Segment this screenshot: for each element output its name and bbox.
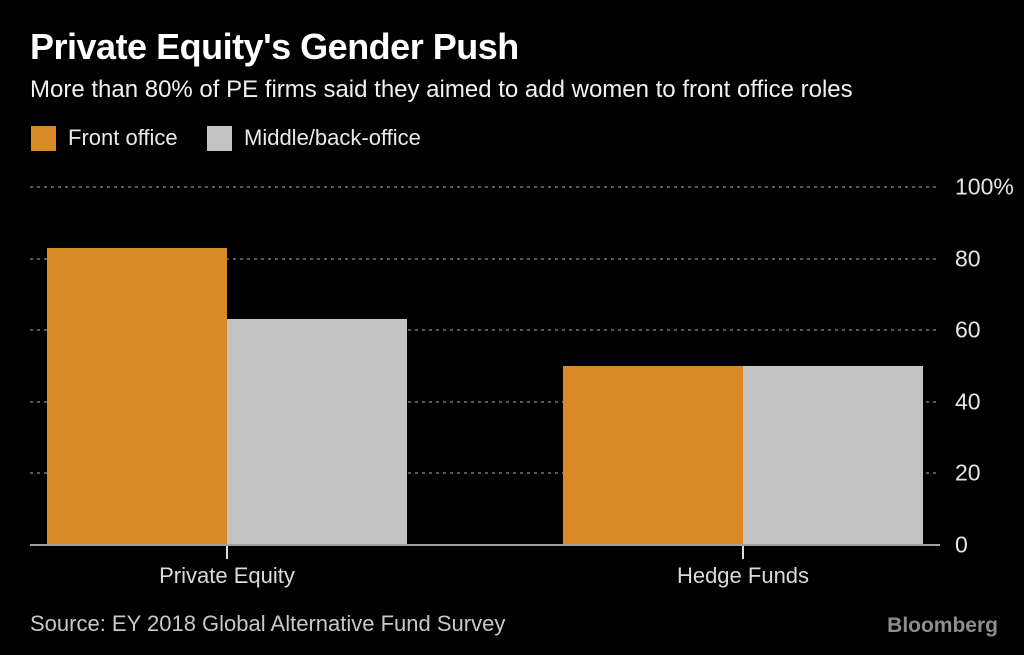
y-axis-label-80: 80	[955, 245, 981, 272]
bar-hedge-funds-middle-back-office	[743, 366, 923, 545]
chart-legend: Front office Middle/back-office	[0, 125, 1024, 153]
gridline-20	[30, 472, 940, 475]
legend-item-middle-back-office: Middle/back-office	[207, 125, 421, 151]
y-axis-label-0: 0	[955, 531, 968, 558]
bloomberg-logo: Bloomberg	[887, 614, 998, 637]
y-axis-label-40: 40	[955, 388, 981, 415]
legend-label-middle-back-office: Middle/back-office	[244, 125, 421, 150]
y-axis-label-60: 60	[955, 316, 981, 343]
gridline-80	[30, 257, 940, 260]
x-axis-label-private-equity: Private Equity	[159, 563, 295, 588]
x-axis-baseline	[30, 544, 940, 546]
gridline-40	[30, 400, 940, 403]
legend-swatch-front-office	[31, 125, 56, 151]
legend-item-front-office: Front office	[31, 125, 178, 151]
x-axis-label-hedge-funds: Hedge Funds	[676, 563, 810, 588]
source-note: Source: EY 2018 Global Alternative Fund …	[30, 611, 506, 636]
y-axis-label-20: 20	[955, 459, 981, 486]
chart-subtitle: More than 80% of PE firms said they aime…	[30, 76, 853, 103]
legend-label-front-office: Front office	[68, 125, 178, 150]
chart-title: Private Equity's Gender Push	[30, 26, 519, 67]
y-axis-label-100: 100%	[955, 173, 1014, 200]
bar-private-equity-middle-back-office	[227, 319, 407, 545]
bar-private-equity-front-office	[47, 247, 227, 545]
gridline-60	[30, 329, 940, 332]
x-axis-tick-hedge-funds	[742, 545, 744, 559]
legend-swatch-middle-back-office	[207, 125, 232, 151]
x-axis-tick-private-equity	[226, 545, 228, 559]
bar-hedge-funds-front-office	[563, 366, 743, 545]
gridline-100	[30, 186, 940, 188]
